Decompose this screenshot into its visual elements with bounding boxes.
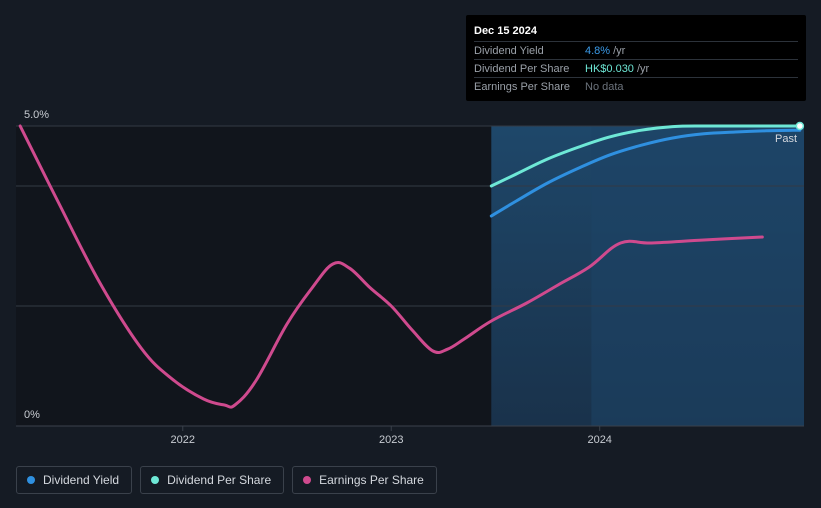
legend: Dividend Yield Dividend Per Share Earnin… — [16, 466, 437, 494]
tooltip-row-earnings-per-share: Earnings Per Share No data — [474, 77, 798, 95]
tooltip-row-dividend-yield: Dividend Yield 4.8% /yr — [474, 41, 798, 59]
past-shaded-area — [591, 126, 804, 426]
tooltip-date: Dec 15 2024 — [474, 25, 537, 37]
legend-label: Dividend Yield — [43, 473, 120, 487]
earnings-per-share-line — [18, 124, 764, 409]
tooltip-value: HK$0.030 — [585, 62, 634, 75]
dividend-yield-line — [489, 128, 802, 218]
legend-label: Dividend Per Share — [167, 473, 272, 487]
legend-item-dividend-per-share[interactable]: Dividend Per Share — [140, 466, 285, 494]
dot-icon — [303, 476, 312, 484]
y-tick-label: 0% — [24, 409, 40, 421]
tooltip-row-dividend-per-share: Dividend Per Share HK$0.030 /yr — [474, 59, 798, 77]
x-tick-label: 2024 — [587, 434, 611, 446]
tooltip-unit: /yr — [613, 44, 626, 57]
past-label: Past — [775, 133, 797, 145]
tooltip-label: Dividend Per Share — [474, 62, 570, 75]
end-marker — [795, 121, 805, 131]
tooltip-label: Earnings Per Share — [474, 80, 570, 93]
tooltip-unit: /yr — [636, 62, 650, 75]
tooltip-value: No data — [585, 80, 624, 93]
dividend-per-share-line — [489, 124, 802, 188]
dot-icon — [27, 476, 35, 484]
x-tick-label: 2023 — [379, 434, 403, 446]
tooltip: Dec 15 2024 Dividend Yield 4.8% /yr Divi… — [466, 15, 806, 101]
tooltip-label: Dividend Yield — [474, 44, 544, 57]
legend-item-earnings-per-share[interactable]: Earnings Per Share — [292, 466, 437, 494]
legend-item-dividend-yield[interactable]: Dividend Yield — [16, 466, 133, 494]
tooltip-value: 4.8% — [585, 44, 611, 57]
x-tick-label: 2022 — [171, 434, 195, 446]
legend-label: Earnings Per Share — [319, 473, 424, 487]
dot-icon — [151, 476, 160, 484]
y-tick-label: 5.0% — [24, 109, 49, 121]
